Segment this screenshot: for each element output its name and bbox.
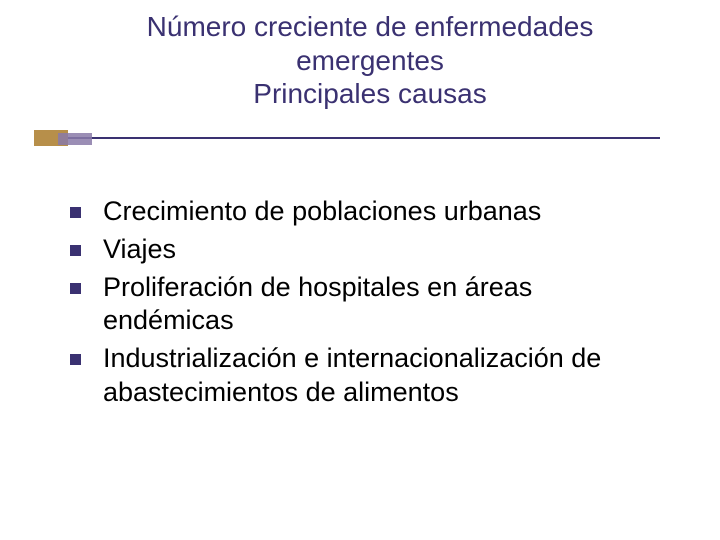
title-line-2: emergentes xyxy=(100,44,640,78)
slide-title: Número creciente de enfermedades emergen… xyxy=(100,10,640,111)
rule-line xyxy=(40,137,660,139)
square-bullet-icon xyxy=(70,207,81,218)
list-item: Proliferación de hospitales en áreas end… xyxy=(70,271,660,339)
list-item: Viajes xyxy=(70,233,660,267)
list-item: Industrialización e internacionalización… xyxy=(70,342,660,410)
square-bullet-icon xyxy=(70,245,81,256)
list-item: Crecimiento de poblaciones urbanas xyxy=(70,195,660,229)
title-line-1: Número creciente de enfermedades xyxy=(100,10,640,44)
bullet-text: Industrialización e internacionalización… xyxy=(103,342,660,410)
bullet-list: Crecimiento de poblaciones urbanas Viaje… xyxy=(70,195,660,414)
bullet-text: Crecimiento de poblaciones urbanas xyxy=(103,195,541,229)
rule-accent-purple xyxy=(58,133,92,145)
slide: Número creciente de enfermedades emergen… xyxy=(0,0,720,540)
square-bullet-icon xyxy=(70,283,81,294)
square-bullet-icon xyxy=(70,354,81,365)
bullet-text: Proliferación de hospitales en áreas end… xyxy=(103,271,660,339)
title-underline xyxy=(0,128,720,148)
title-line-3: Principales causas xyxy=(100,77,640,111)
bullet-text: Viajes xyxy=(103,233,176,267)
